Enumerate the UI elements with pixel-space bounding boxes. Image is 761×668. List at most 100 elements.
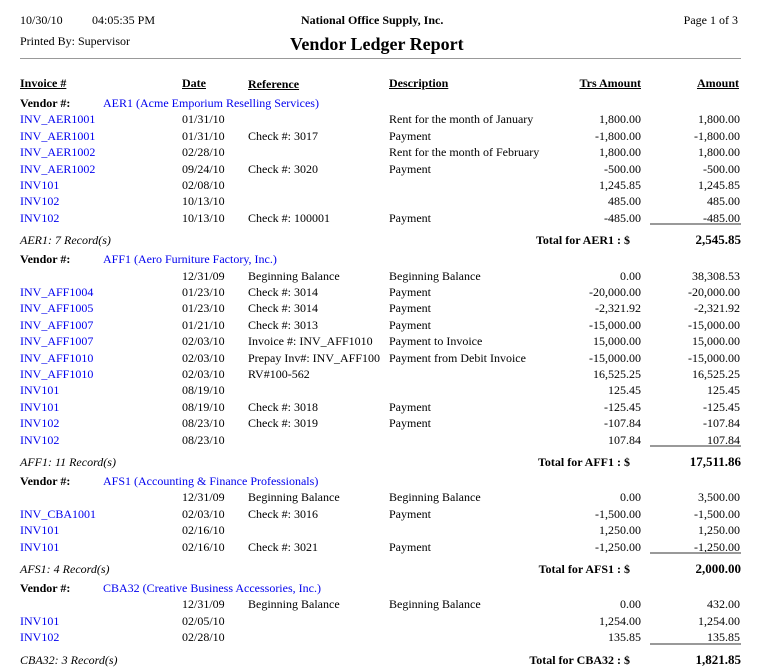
amount-cell: 107.84	[707, 432, 740, 447]
invoice-link[interactable]: INV_AFF1007	[20, 334, 94, 349]
total-label: Total for AFF1 : $	[538, 455, 630, 469]
trs-amount-cell: -1,250.00	[595, 539, 641, 554]
invoice-link[interactable]: INV_AFF1010	[20, 367, 94, 381]
trs-amount-cell: 1,250.00	[599, 523, 641, 538]
date-cell: 02/08/10	[182, 178, 225, 192]
description-cell: Payment	[389, 399, 431, 414]
reference-cell: Check #: 3016	[248, 506, 318, 521]
invoice-link[interactable]: INV102	[20, 630, 60, 645]
report-title: Vendor Ledger Report	[290, 34, 464, 54]
description-cell: Payment	[389, 285, 431, 299]
amount-cell: -15,000.00	[688, 317, 740, 332]
invoice-link[interactable]: INV101	[20, 613, 60, 628]
amount-cell: 38,308.53	[692, 268, 740, 283]
trs-amount-cell: 15,000.00	[593, 334, 641, 349]
trs-amount-cell: 0.00	[620, 490, 641, 505]
reference-cell: Prepay Inv#: INV_AFF100	[248, 350, 380, 365]
trs-amount-cell: 16,525.25	[593, 367, 641, 381]
vendor-link[interactable]: AER1 (Acme Emporium Reselling Services)	[103, 96, 319, 110]
invoice-link[interactable]: INV_AER1002	[20, 161, 96, 176]
description-cell: Payment	[389, 128, 431, 143]
trs-amount-cell: -125.45	[604, 399, 641, 414]
date-cell: 01/23/10	[182, 285, 225, 299]
date-cell: 12/31/09	[182, 268, 225, 283]
reference-cell: Check #: 100001	[248, 210, 330, 225]
invoice-link[interactable]: INV_AER1001	[20, 112, 96, 127]
trs-amount-cell: -2,321.92	[595, 301, 641, 316]
invoice-link[interactable]: INV101	[20, 523, 60, 538]
invoice-link[interactable]: INV101	[20, 383, 60, 398]
amount-cell: -500.00	[703, 161, 740, 176]
description-cell: Rent for the month of January	[389, 112, 534, 127]
vendor-link[interactable]: AFS1 (Accounting & Finance Professionals…	[103, 474, 319, 488]
reference-cell: Check #: 3021	[248, 539, 318, 554]
amount-cell: -1,800.00	[694, 128, 740, 143]
trs-amount-cell: -15,000.00	[589, 317, 641, 332]
vendor-label: Vendor #:	[20, 96, 71, 110]
amount-cell: 16,525.25	[692, 367, 740, 381]
vendor-label: Vendor #:	[20, 474, 71, 488]
record-count: AFS1: 4 Record(s)	[20, 562, 110, 576]
date-cell: 08/23/10	[182, 416, 225, 431]
vendor-link[interactable]: CBA32 (Creative Business Accessories, In…	[103, 581, 321, 595]
page-number: Page 1 of 3	[683, 13, 738, 27]
header-divider	[20, 58, 741, 59]
description-cell: Beginning Balance	[389, 490, 481, 505]
date-cell: 02/03/10	[182, 334, 225, 349]
date-cell: 02/28/10	[182, 630, 225, 645]
total-rule	[650, 223, 741, 226]
reference-cell: Check #: 3014	[248, 301, 318, 316]
invoice-link[interactable]: INV102	[20, 210, 60, 225]
date-cell: 01/21/10	[182, 317, 225, 332]
invoice-link[interactable]: INV101	[20, 178, 60, 192]
invoice-link[interactable]: INV101	[20, 399, 60, 414]
date-cell: 08/23/10	[182, 432, 225, 447]
total-rule	[650, 552, 741, 554]
amount-cell: -1,500.00	[694, 506, 740, 521]
description-cell: Payment	[389, 161, 431, 176]
invoice-link[interactable]: INV_CBA1001	[20, 506, 97, 521]
vendor-label: Vendor #:	[20, 581, 71, 595]
date-cell: 01/31/10	[182, 112, 225, 127]
trs-amount-cell: -500.00	[604, 161, 641, 176]
date-cell: 02/16/10	[182, 539, 225, 554]
reference-cell: Check #: 3018	[248, 399, 318, 414]
trs-amount-cell: 0.00	[620, 268, 641, 283]
invoice-link[interactable]: INV_AFF1005	[20, 301, 94, 316]
record-count: CBA32: 3 Record(s)	[20, 652, 118, 667]
invoice-link[interactable]: INV_AFF1007	[20, 317, 94, 332]
invoice-link[interactable]: INV_AFF1010	[20, 350, 94, 365]
trs-amount-cell: -15,000.00	[589, 350, 641, 365]
invoice-link[interactable]: INV_AER1002	[20, 145, 96, 160]
amount-cell: -485.00	[703, 210, 740, 225]
invoice-link[interactable]: INV_AFF1004	[20, 285, 94, 299]
invoice-link[interactable]: INV102	[20, 432, 60, 447]
invoice-link[interactable]: INV102	[20, 194, 60, 209]
record-count: AFF1: 11 Record(s)	[20, 455, 116, 469]
vendor-link[interactable]: AFF1 (Aero Furniture Factory, Inc.)	[103, 252, 277, 267]
description-cell: Beginning Balance	[389, 268, 481, 283]
date-cell: 09/24/10	[182, 161, 225, 176]
trs-amount-cell: -1,500.00	[595, 506, 641, 521]
reference-cell: Invoice #: INV_AFF1010	[248, 334, 373, 349]
description-cell: Beginning Balance	[389, 597, 481, 612]
amount-cell: 135.85	[707, 630, 740, 645]
trs-amount-cell: -20,000.00	[589, 285, 641, 299]
invoice-link[interactable]: INV102	[20, 416, 60, 431]
reference-cell: Beginning Balance	[248, 490, 340, 505]
invoice-link[interactable]: INV101	[20, 539, 60, 554]
amount-cell: 1,800.00	[698, 112, 740, 127]
column-header-trs-amount: Trs Amount	[579, 76, 641, 90]
company-name: National Office Supply, Inc.	[301, 13, 444, 27]
date-cell: 08/19/10	[182, 399, 225, 414]
date-cell: 02/03/10	[182, 350, 225, 365]
amount-cell: -15,000.00	[688, 350, 740, 365]
amount-cell: 1,250.00	[698, 523, 740, 538]
amount-cell: 1,254.00	[698, 613, 740, 628]
trs-amount-cell: 1,800.00	[599, 145, 641, 160]
vendor-label: Vendor #:	[20, 252, 71, 267]
date-cell: 02/03/10	[182, 367, 225, 381]
column-header-date: Date	[182, 76, 206, 90]
invoice-link[interactable]: INV_AER1001	[20, 128, 96, 143]
trs-amount-cell: 1,254.00	[599, 613, 641, 628]
